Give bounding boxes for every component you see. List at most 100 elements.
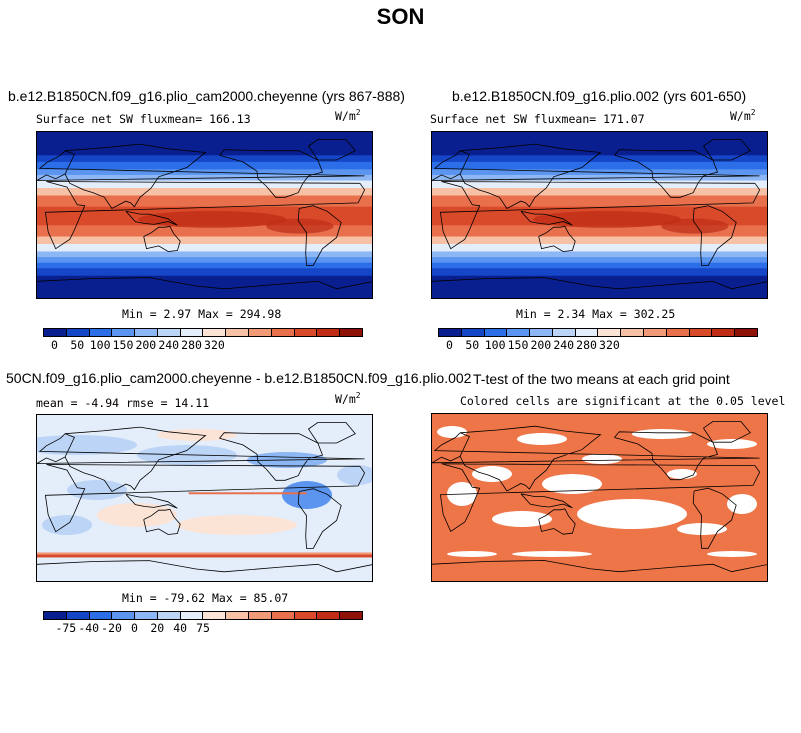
flux-band [432,180,767,189]
flux-max-region [533,210,682,228]
colorbar-tick-label: 20 [150,621,165,635]
flux-band [37,161,372,170]
flux-band [37,180,372,189]
flux-band [432,257,767,264]
colorbar-swatch [249,329,272,336]
colorbar-tick-label: 0 [445,338,453,352]
colorbar-swatch [226,329,250,336]
colorbar-swatch [157,612,181,619]
non-significant-area [517,433,567,445]
colorbar-swatch [66,329,90,336]
colorbar-swatch [294,612,318,619]
flux-band [37,195,372,208]
colorbar-tick-label: -20 [101,621,122,635]
non-significant-area [472,466,512,482]
diff-anomaly [282,481,332,509]
colorbar-tick-label: 50 [70,338,85,352]
panel-1-minmax: Min = 2.97 Max = 294.98 [122,307,282,321]
flux-band [37,251,372,258]
flux-band [37,275,372,298]
non-significant-area [727,494,757,514]
panel-1-colorbar [43,328,363,337]
panel-4-subtitle: Colored cells are significant at the 0.0… [460,394,786,408]
panel-3-colorbar-ticks: -75 -40 -20 0 20 40 75 [43,621,363,635]
panel-1-title: b.e12.B1850CN.f09_g16.plio_cam2000.cheye… [8,88,405,104]
colorbar-swatch [203,329,227,336]
flux-band [37,236,372,245]
colorbar-tick-label: 0 [130,621,138,635]
colorbar-swatch [135,329,158,336]
flux-max-region [661,218,729,234]
colorbar-swatch [89,612,113,619]
colorbar-swatch [44,329,67,336]
colorbar-swatch [135,612,158,619]
panel-3-minmax: Min = -79.62 Max = 85.07 [122,591,289,605]
significant-area [432,414,767,581]
colorbar-swatch [180,612,204,619]
panel-2-colorbar-ticks: 0 50 100 150 200 240 280 320 [438,338,758,352]
colorbar-swatch [226,612,250,619]
non-significant-area [447,551,497,557]
colorbar-swatch [340,612,362,619]
panel-1-map [36,131,373,299]
colorbar-tick-label: 320 [204,338,225,352]
colorbar-tick-label: 100 [484,338,506,352]
colorbar-swatch [340,329,362,336]
colorbar-swatch [66,612,90,619]
flux-band [432,188,767,196]
panel-3-subtitle: mean = -4.94 rmse = 14.11 [36,396,210,410]
flux-band [37,155,372,163]
colorbar-swatch [712,329,736,336]
colorbar-swatch [461,329,485,336]
colorbar-swatch [666,329,690,336]
flux-band [37,244,372,252]
flux-band [432,236,767,245]
colorbar-swatch [689,329,713,336]
flux-band [432,132,767,156]
panel-1-colorbar-ticks: 0 50 100 150 200 240 280 320 [43,338,363,352]
colorbar-tick-label: -40 [78,621,100,635]
colorbar-swatch [507,329,531,336]
flux-band [432,195,767,208]
flux-band [432,268,767,277]
non-significant-area [542,474,602,494]
panel-4-map [431,413,768,582]
panel-3-units: W/m2 [335,391,361,406]
non-significant-area [707,439,757,449]
colorbar-tick-label: 200 [530,338,552,352]
diff-anomaly [42,515,92,535]
colorbar-swatch [317,329,341,336]
colorbar-tick-label: -75 [55,621,77,635]
diff-anomaly [97,503,177,527]
coastlines [432,139,767,290]
panel-4-title: T-test of the two means at each grid poi… [473,371,730,387]
panel-1-units: W/m2 [335,108,361,123]
colorbar-swatch [530,329,553,336]
colorbar-tick-label: 40 [173,621,188,635]
diff-anomaly [37,435,137,455]
non-significant-area [667,469,697,479]
diff-southern-band [37,552,372,555]
colorbar-swatch [621,329,645,336]
panel-2-colorbar [438,328,758,337]
coastlines [37,422,372,573]
season-title: SON [376,4,425,29]
panel-2-units: W/m2 [730,108,756,123]
colorbar-tick-label: 200 [135,338,157,352]
colorbar-tick-label: 280 [576,338,597,352]
coastlines [37,139,372,290]
colorbar-tick-label: 150 [112,338,134,352]
non-significant-area [437,426,467,438]
flux-band [432,225,767,238]
non-significant-area [707,551,757,557]
colorbar-tick-label: 240 [158,338,180,352]
colorbar-swatch [44,612,67,619]
colorbar-tick-label: 75 [196,621,210,635]
colorbar-swatch [439,329,462,336]
diff-anomaly [67,480,127,500]
panel-2-minmax: Min = 2.34 Max = 302.25 [516,307,676,321]
colorbar-swatch [317,612,341,619]
flux-band [432,262,767,269]
panel-3-map [36,414,373,582]
flux-band [37,262,372,269]
